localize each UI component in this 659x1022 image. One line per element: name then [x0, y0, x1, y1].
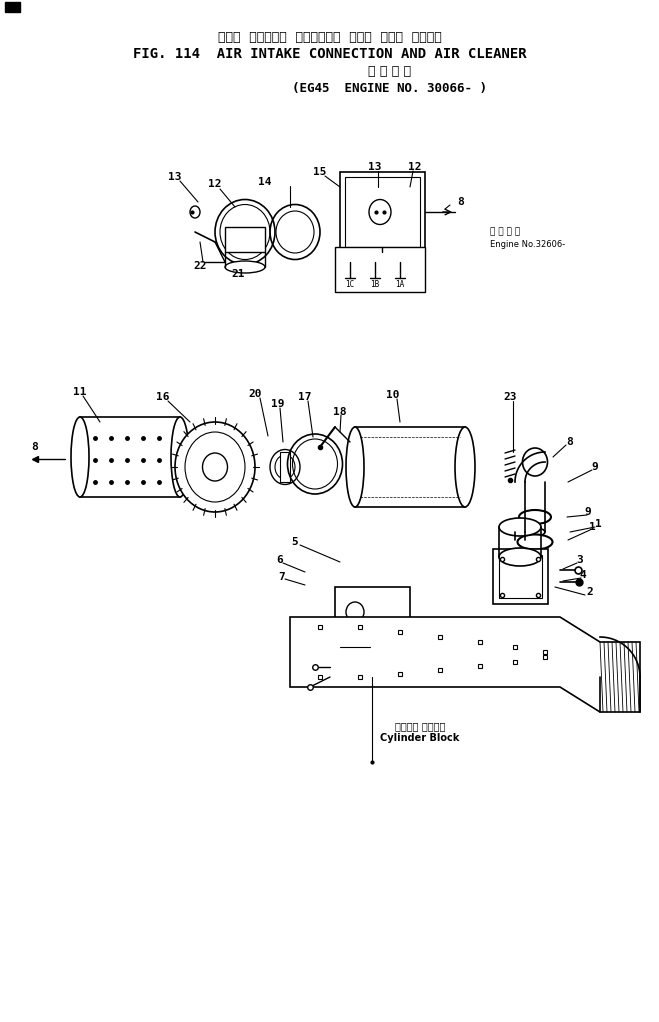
Text: 18: 18: [333, 407, 347, 417]
Ellipse shape: [171, 417, 189, 497]
Text: 20: 20: [248, 389, 262, 399]
Text: 12: 12: [408, 162, 422, 172]
Text: 10: 10: [386, 390, 400, 400]
Text: 16: 16: [156, 392, 170, 402]
Ellipse shape: [525, 528, 545, 536]
Text: 1A: 1A: [395, 279, 405, 288]
Text: 12: 12: [208, 179, 221, 189]
Text: 6: 6: [277, 555, 283, 565]
Text: Engine No.32606-: Engine No.32606-: [490, 239, 565, 248]
Text: 23: 23: [503, 392, 517, 402]
Text: 17: 17: [299, 392, 312, 402]
Text: 適 用 号 機: 適 用 号 機: [368, 64, 412, 78]
Text: 7: 7: [279, 572, 285, 582]
Bar: [80, 417, 180, 497]
Text: (EG45  ENGINE NO. 30066- ): (EG45 ENGINE NO. 30066- ): [293, 82, 488, 94]
Text: 1: 1: [594, 519, 602, 529]
Bar: [355, 427, 465, 507]
Ellipse shape: [499, 518, 541, 536]
Text: 14: 14: [258, 177, 272, 187]
Bar: [280, 452, 290, 482]
Ellipse shape: [71, 417, 89, 497]
Ellipse shape: [499, 548, 541, 566]
Text: 8: 8: [457, 197, 465, 207]
Ellipse shape: [175, 422, 255, 512]
Text: 13: 13: [168, 172, 182, 182]
Text: 1: 1: [588, 522, 595, 532]
Bar: [335, 247, 425, 292]
Text: 13: 13: [368, 162, 382, 172]
Ellipse shape: [517, 535, 552, 550]
Text: 22: 22: [193, 261, 207, 271]
Bar: [345, 177, 420, 247]
Text: 1C: 1C: [345, 279, 355, 288]
Text: 15: 15: [313, 167, 327, 177]
Polygon shape: [290, 617, 640, 712]
Ellipse shape: [202, 453, 227, 481]
Text: 2: 2: [587, 587, 593, 597]
Ellipse shape: [455, 427, 475, 507]
Text: 3: 3: [577, 555, 583, 565]
Bar: [493, 549, 548, 604]
Text: 8: 8: [567, 437, 573, 447]
Text: 8: 8: [32, 442, 38, 452]
Bar: [225, 227, 265, 252]
Text: 21: 21: [231, 269, 244, 279]
Text: 5: 5: [292, 537, 299, 547]
Ellipse shape: [225, 261, 265, 273]
Bar: [5, 2, 20, 12]
Ellipse shape: [346, 427, 364, 507]
Text: 9: 9: [585, 507, 591, 517]
Ellipse shape: [523, 448, 548, 476]
Text: エアー  インテーク  コネクション  および  エアー  クリーナ: エアー インテーク コネクション および エアー クリーナ: [218, 31, 442, 44]
Text: 19: 19: [272, 399, 285, 409]
Text: 1B: 1B: [370, 279, 380, 288]
Text: 9: 9: [592, 462, 598, 472]
Text: 11: 11: [73, 387, 87, 397]
Text: FIG. 114  AIR INTAKE CONNECTION AND AIR CLEANER: FIG. 114 AIR INTAKE CONNECTION AND AIR C…: [133, 47, 527, 61]
Text: シリンダ ブロック
Cylinder Block: シリンダ ブロック Cylinder Block: [380, 722, 460, 743]
Bar: [340, 172, 425, 252]
Bar: [499, 555, 542, 598]
Polygon shape: [335, 587, 410, 677]
Text: 4: 4: [580, 570, 587, 580]
Text: 適 用 号 機: 適 用 号 機: [490, 228, 520, 236]
